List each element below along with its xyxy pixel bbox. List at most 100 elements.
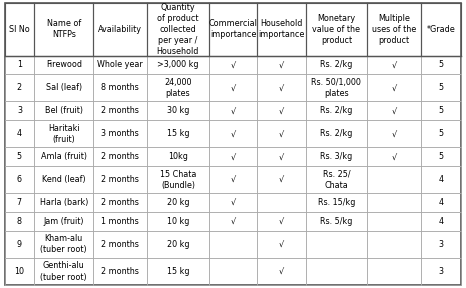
Text: 2: 2 bbox=[17, 84, 22, 92]
Text: 9: 9 bbox=[17, 240, 22, 249]
Text: 30 kg: 30 kg bbox=[167, 106, 189, 115]
Text: √: √ bbox=[279, 175, 284, 184]
Bar bbox=[93, 258, 147, 285]
Text: 10 kg: 10 kg bbox=[167, 217, 189, 226]
Text: √: √ bbox=[231, 198, 235, 207]
Bar bbox=[5, 193, 34, 212]
Bar bbox=[93, 193, 147, 212]
Bar bbox=[209, 74, 257, 101]
Text: Household
importance: Household importance bbox=[258, 19, 305, 39]
Bar bbox=[257, 231, 306, 258]
Text: 1: 1 bbox=[17, 60, 22, 69]
Text: 15 Chata
(Bundle): 15 Chata (Bundle) bbox=[160, 170, 196, 190]
Text: Rs. 2/kg: Rs. 2/kg bbox=[320, 60, 353, 69]
Text: √: √ bbox=[391, 106, 397, 115]
Bar bbox=[257, 193, 306, 212]
Bar bbox=[306, 74, 367, 101]
Bar bbox=[209, 212, 257, 231]
Bar bbox=[257, 258, 306, 285]
Bar bbox=[367, 193, 421, 212]
Bar bbox=[421, 74, 461, 101]
Text: 5: 5 bbox=[439, 106, 444, 115]
Text: √: √ bbox=[279, 240, 284, 249]
Bar bbox=[421, 212, 461, 231]
Bar bbox=[209, 3, 257, 56]
Text: 2 months: 2 months bbox=[101, 198, 139, 207]
Text: 5: 5 bbox=[439, 84, 444, 92]
Bar bbox=[367, 166, 421, 193]
Bar bbox=[5, 258, 34, 285]
Bar bbox=[306, 147, 367, 166]
Bar bbox=[147, 56, 209, 74]
Bar bbox=[34, 147, 93, 166]
Bar bbox=[367, 3, 421, 56]
Bar bbox=[34, 74, 93, 101]
Text: 24,000
plates: 24,000 plates bbox=[164, 78, 192, 98]
Text: 2 months: 2 months bbox=[101, 106, 139, 115]
Bar bbox=[147, 101, 209, 120]
Text: Monetary
value of the
product: Monetary value of the product bbox=[312, 14, 360, 45]
Bar bbox=[5, 101, 34, 120]
Text: 1 months: 1 months bbox=[101, 217, 139, 226]
Bar bbox=[93, 147, 147, 166]
Text: 3: 3 bbox=[439, 267, 444, 276]
Text: Sal (leaf): Sal (leaf) bbox=[46, 84, 82, 92]
Text: Rs. 2/kg: Rs. 2/kg bbox=[320, 106, 353, 115]
Bar bbox=[147, 74, 209, 101]
Bar bbox=[306, 120, 367, 147]
Text: √: √ bbox=[391, 60, 397, 69]
Text: 20 kg: 20 kg bbox=[167, 240, 189, 249]
Bar bbox=[5, 212, 34, 231]
Text: *Grade: *Grade bbox=[427, 25, 456, 34]
Bar bbox=[306, 231, 367, 258]
Text: 10kg: 10kg bbox=[168, 152, 188, 161]
Text: 15 kg: 15 kg bbox=[167, 129, 189, 138]
Bar bbox=[93, 56, 147, 74]
Bar bbox=[34, 193, 93, 212]
Bar bbox=[93, 3, 147, 56]
Bar bbox=[93, 101, 147, 120]
Text: 2 months: 2 months bbox=[101, 267, 139, 276]
Text: 4: 4 bbox=[17, 129, 22, 138]
Bar bbox=[306, 101, 367, 120]
Text: 3: 3 bbox=[17, 106, 22, 115]
Text: Amla (fruit): Amla (fruit) bbox=[41, 152, 87, 161]
Bar bbox=[209, 231, 257, 258]
Bar bbox=[257, 74, 306, 101]
Bar bbox=[93, 120, 147, 147]
Text: 4: 4 bbox=[439, 175, 444, 184]
Text: √: √ bbox=[391, 129, 397, 138]
Bar bbox=[147, 3, 209, 56]
Bar bbox=[367, 56, 421, 74]
Text: Rs. 25/
Chata: Rs. 25/ Chata bbox=[322, 170, 350, 190]
Bar bbox=[421, 120, 461, 147]
Text: √: √ bbox=[391, 152, 397, 161]
Text: Jam (fruit): Jam (fruit) bbox=[43, 217, 84, 226]
Bar bbox=[147, 193, 209, 212]
Text: 5: 5 bbox=[17, 152, 22, 161]
Bar bbox=[367, 120, 421, 147]
Bar bbox=[209, 56, 257, 74]
Bar bbox=[34, 101, 93, 120]
Bar bbox=[147, 212, 209, 231]
Bar bbox=[34, 212, 93, 231]
Bar bbox=[209, 166, 257, 193]
Text: √: √ bbox=[231, 84, 235, 92]
Text: Rs. 5/kg: Rs. 5/kg bbox=[320, 217, 353, 226]
Bar bbox=[421, 147, 461, 166]
Bar bbox=[257, 212, 306, 231]
Text: √: √ bbox=[279, 129, 284, 138]
Text: √: √ bbox=[279, 152, 284, 161]
Bar bbox=[34, 56, 93, 74]
Bar bbox=[5, 3, 34, 56]
Text: 6: 6 bbox=[17, 175, 22, 184]
Text: Rs. 50/1,000
plates: Rs. 50/1,000 plates bbox=[311, 78, 361, 98]
Text: 4: 4 bbox=[439, 217, 444, 226]
Text: √: √ bbox=[231, 217, 235, 226]
Text: 2 months: 2 months bbox=[101, 175, 139, 184]
Text: √: √ bbox=[231, 152, 235, 161]
Bar bbox=[257, 56, 306, 74]
Text: Sl No: Sl No bbox=[9, 25, 30, 34]
Text: 8: 8 bbox=[17, 217, 22, 226]
Text: Firewood: Firewood bbox=[46, 60, 82, 69]
